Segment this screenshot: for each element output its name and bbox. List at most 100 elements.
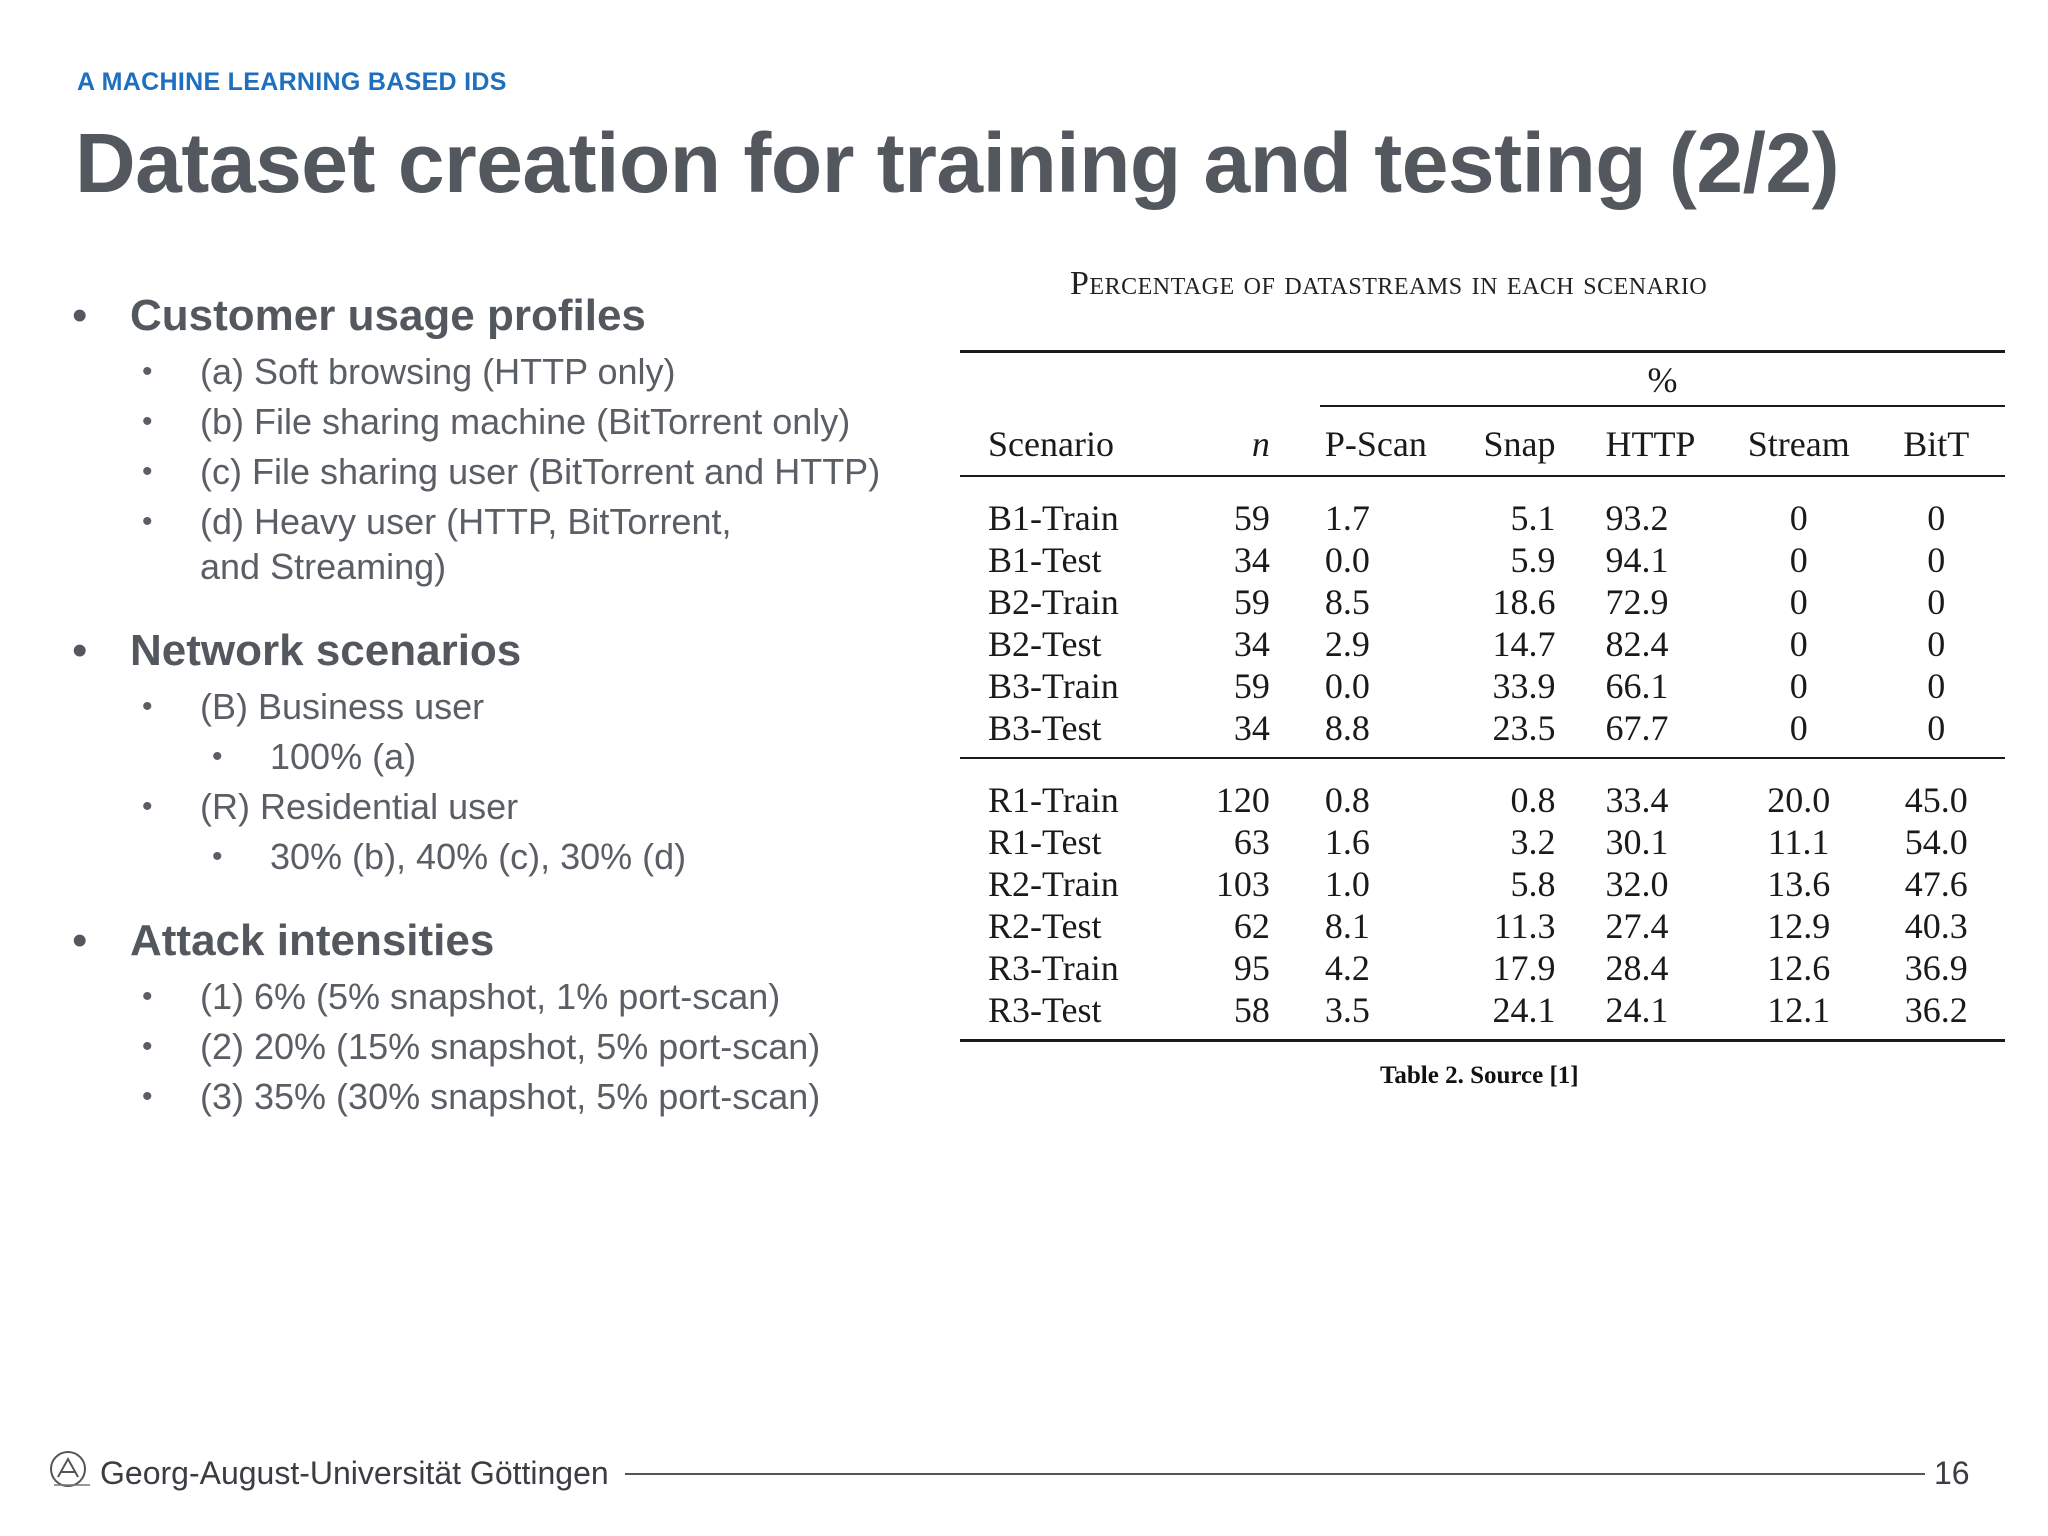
cell-pscan: 0.0 [1324,540,1370,580]
cell-pscan: 4.2 [1324,948,1370,988]
cell-bitt: 0 [1927,708,1946,748]
cell-bitt: 47.6 [1904,864,1968,904]
cell-n: 59 [1169,475,1270,539]
cell-http: 30.1 [1605,822,1669,862]
cell-n: 63 [1233,822,1270,862]
cell-http: 94.1 [1605,540,1669,580]
scenario-residential: (R) Residential user [70,784,930,829]
profiles-heading: Customer usage profiles [70,288,930,344]
col-header-http: HTTP [1605,424,1696,464]
cell-stream: 0 [1789,540,1808,580]
cell-scenario: B2-Train [988,582,1119,622]
cell-snap: 5.1 [1444,475,1556,539]
cell-snap: 3.2 [1510,822,1556,862]
table-caption: Percentage of datastreams in each scenar… [1070,265,1708,302]
section-kicker: A MACHINE LEARNING BASED IDS [77,68,507,96]
cell-stream: 0 [1789,666,1808,706]
profile-item: (a) Soft browsing (HTTP only) [70,349,930,394]
cell-snap: 5.8 [1510,864,1556,904]
cell-scenario: R3-Test [988,990,1102,1030]
cell-http: 24.1 [1605,990,1669,1030]
scenarios-section: Network scenarios (B) Business user 100%… [70,623,930,879]
cell-n: 34 [1233,624,1270,664]
cell-snap: 0.8 [1444,757,1556,821]
table-row: R1-Train 120 0.8 0.8 33.4 20.0 45.0 [960,757,2005,821]
table-row: B2-Test 34 2.9 14.7 82.4 0 0 [960,623,2005,665]
cell-bitt: 0 [1927,624,1946,664]
table-row: B1-Train 59 1.7 5.1 93.2 0 0 [960,475,2005,539]
cell-n: 58 [1233,990,1270,1030]
cell-bitt: 45.0 [1867,757,2005,821]
cell-snap: 17.9 [1492,948,1556,988]
scenarios-heading: Network scenarios [70,623,930,679]
table-group-header-row: % [960,350,2005,413]
table-row: B2-Train 59 8.5 18.6 72.9 0 0 [960,581,2005,623]
cell-pscan: 1.7 [1269,475,1445,539]
cell-bitt: 0 [1927,666,1946,706]
table-source-note: Table 2. Source [1] [1380,1062,1579,1089]
attacks-section: Attack intensities (1) 6% (5% snapshot, … [70,913,930,1119]
profile-item: (b) File sharing machine (BitTorrent onl… [70,399,930,444]
footer-divider [625,1473,1925,1475]
cell-n: 62 [1233,906,1270,946]
cell-pscan: 3.5 [1324,990,1370,1030]
table-row: B3-Train 59 0.0 33.9 66.1 0 0 [960,665,2005,707]
cell-pscan: 1.6 [1324,822,1370,862]
attack-item: (1) 6% (5% snapshot, 1% port-scan) [70,974,930,1019]
cell-scenario: B2-Test [988,624,1102,664]
table-row: B1-Test 34 0.0 5.9 94.1 0 0 [960,539,2005,581]
cell-snap: 23.5 [1492,708,1556,748]
footer-university: Georg-August-Universität Göttingen [100,1455,609,1491]
cell-bitt: 40.3 [1904,906,1968,946]
cell-stream: 0 [1789,624,1808,664]
cell-scenario: B1-Test [988,540,1102,580]
business-rows: B1-Train 59 1.7 5.1 93.2 0 0 B1-Test 34 0.0 5.9 94.… [960,475,2005,758]
table-row: B3-Test 34 8.8 23.5 67.7 0 0 [960,707,2005,758]
profiles-section: Customer usage profiles (a) Soft browsin… [70,288,930,589]
cell-scenario: B1-Train [960,475,1170,539]
cell-n: 120 [1169,757,1270,821]
cell-pscan: 8.8 [1324,708,1370,748]
university-seal-icon [50,1451,90,1487]
cell-pscan: 2.9 [1324,624,1370,664]
cell-http: 27.4 [1605,906,1669,946]
cell-snap: 11.3 [1493,906,1556,946]
cell-scenario: B3-Test [988,708,1102,748]
attacks-heading: Attack intensities [70,913,930,969]
residential-rows: R1-Train 120 0.8 0.8 33.4 20.0 45.0 R1-Test 63 1.… [960,757,2005,1039]
cell-bitt: 54.0 [1904,822,1968,862]
cell-stream: 13.6 [1767,864,1831,904]
cell-stream: 0 [1729,475,1868,539]
cell-pscan: 0.8 [1269,757,1445,821]
profile-item: (c) File sharing user (BitTorrent and HT… [70,449,930,494]
cell-stream: 12.6 [1767,948,1831,988]
cell-http: 72.9 [1605,582,1669,622]
cell-http: 32.0 [1605,864,1669,904]
cell-snap: 5.9 [1510,540,1556,580]
bullet-content: Customer usage profiles (a) Soft browsin… [70,288,930,1119]
cell-pscan: 8.5 [1324,582,1370,622]
cell-scenario: B3-Train [988,666,1119,706]
table-row: R3-Test 58 3.5 24.1 24.1 12.1 36.2 [960,989,2005,1039]
table-row: R2-Train 103 1.0 5.8 32.0 13.6 47.6 [960,863,2005,905]
cell-bitt: 0 [1927,582,1946,622]
cell-n: 103 [1215,864,1270,904]
cell-n: 59 [1233,666,1270,706]
cell-http: 66.1 [1605,666,1669,706]
col-header-bitt: BitT [1903,424,1970,464]
attack-item: (3) 35% (30% snapshot, 5% port-scan) [70,1074,930,1119]
cell-snap: 24.1 [1492,990,1556,1030]
percent-group-header: % [1319,359,2005,407]
cell-bitt: 36.2 [1904,990,1968,1030]
cell-http: 33.4 [1555,757,1730,821]
scenario-residential-detail: 30% (b), 40% (c), 30% (d) [70,834,930,879]
cell-http: 93.2 [1555,475,1730,539]
cell-scenario: R1-Test [988,822,1102,862]
cell-n: 34 [1233,540,1270,580]
cell-snap: 14.7 [1492,624,1556,664]
table-row: R2-Test 62 8.1 11.3 27.4 12.9 40.3 [960,905,2005,947]
cell-bitt: 0 [1867,475,2005,539]
table-header-row: Scenario n P-Scan Snap HTTP Stream BitT [960,413,2005,476]
datastream-table: % Scenario n P-Scan Snap HTTP Stream Bit… [960,350,2005,1042]
table-row: R1-Test 63 1.6 3.2 30.1 11.1 54.0 [960,821,2005,863]
